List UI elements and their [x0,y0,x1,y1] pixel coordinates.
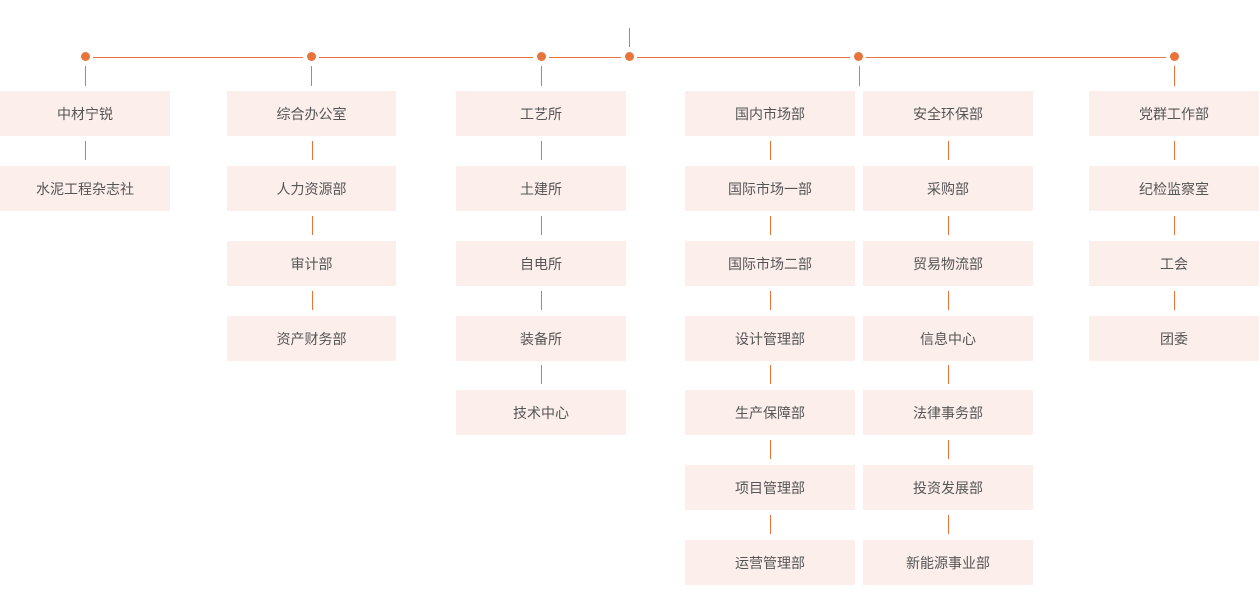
department-connector [948,515,949,534]
department-connector [85,141,86,160]
department-connector [948,141,949,160]
department-box: 国际市场二部 [685,241,855,286]
department-box: 生产保障部 [685,390,855,435]
department-box: 设计管理部 [685,316,855,361]
branch-line [319,57,533,58]
junction-dot [537,52,546,61]
branch-line [549,57,621,58]
branch-drop-line [541,66,542,86]
branch-line [637,57,850,58]
branch-line [93,57,303,58]
department-box: 技术中心 [456,390,626,435]
branch-drop-line [311,66,312,86]
department-connector [770,216,771,235]
branch-line [866,57,1166,58]
department-box: 国际市场一部 [685,166,855,211]
junction-dot [854,52,863,61]
department-box: 信息中心 [863,316,1033,361]
department-connector [1174,141,1175,160]
department-box: 采购部 [863,166,1033,211]
department-box: 投资发展部 [863,465,1033,510]
department-connector [948,216,949,235]
department-connector [312,141,313,160]
department-box: 国内市场部 [685,91,855,136]
department-connector [541,365,542,384]
department-connector [541,291,542,310]
department-connector [541,141,542,160]
department-connector [1174,291,1175,310]
department-box: 资产财务部 [227,316,396,361]
department-box: 安全环保部 [863,91,1033,136]
junction-dot [307,52,316,61]
department-connector [770,365,771,384]
department-box: 水泥工程杂志社 [0,166,170,211]
junction-dot [625,52,634,61]
junction-dot [81,52,90,61]
department-box: 纪检监察室 [1089,166,1259,211]
department-box: 综合办公室 [227,91,396,136]
department-connector [948,365,949,384]
department-connector [312,216,313,235]
department-box: 法律事务部 [863,390,1033,435]
department-connector [312,291,313,310]
department-connector [770,440,771,459]
department-connector [541,216,542,235]
department-box: 中材宁锐 [0,91,170,136]
root-connector [629,28,630,47]
department-connector [948,440,949,459]
department-connector [770,515,771,534]
department-box: 土建所 [456,166,626,211]
junction-dot [1170,52,1179,61]
department-connector [1174,216,1175,235]
department-connector [770,291,771,310]
branch-drop-line [85,66,86,86]
department-box: 党群工作部 [1089,91,1259,136]
department-connector [770,141,771,160]
branch-drop-line [1174,66,1175,86]
department-box: 自电所 [456,241,626,286]
department-box: 运营管理部 [685,540,855,585]
department-box: 人力资源部 [227,166,396,211]
department-box: 项目管理部 [685,465,855,510]
department-box: 新能源事业部 [863,540,1033,585]
branch-drop-line [859,66,860,86]
department-box: 装备所 [456,316,626,361]
department-box: 贸易物流部 [863,241,1033,286]
department-box: 工艺所 [456,91,626,136]
department-box: 审计部 [227,241,396,286]
department-box: 工会 [1089,241,1259,286]
department-connector [948,291,949,310]
department-box: 团委 [1089,316,1259,361]
